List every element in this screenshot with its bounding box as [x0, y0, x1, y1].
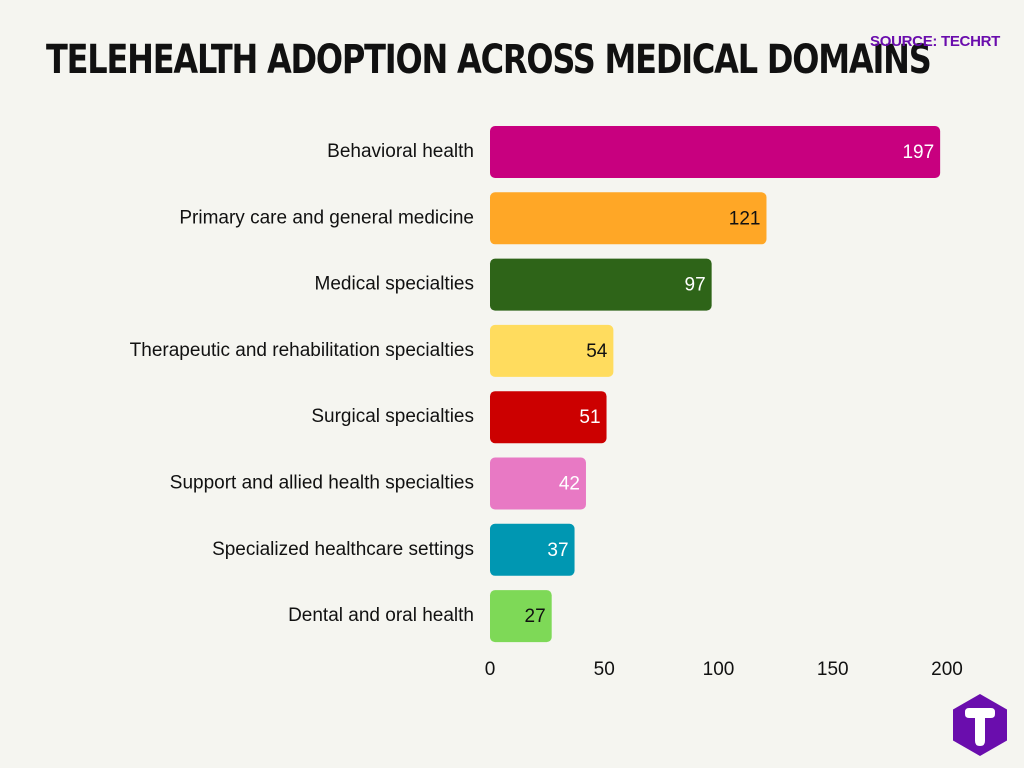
category-label: Behavioral health — [327, 141, 474, 162]
data-label: 121 — [729, 208, 761, 229]
x-tick-label: 150 — [817, 659, 849, 680]
bar — [490, 391, 607, 444]
category-label: Support and allied health specialties — [170, 473, 474, 494]
bar — [490, 523, 575, 576]
category-label: Medical specialties — [315, 274, 474, 295]
data-label: 37 — [547, 540, 568, 561]
category-label: Dental and oral health — [288, 605, 474, 626]
data-label: 197 — [902, 142, 934, 163]
bar — [490, 324, 614, 377]
x-tick-label: 100 — [703, 659, 735, 680]
source-label: SOURCE: TECHRT — [870, 33, 1000, 50]
bar — [490, 590, 552, 643]
bars-group: Behavioral health 197 Primary care and gen… — [130, 126, 941, 643]
bar — [490, 192, 767, 245]
category-label: Specialized healthcare settings — [212, 539, 474, 560]
x-tick-label: 200 — [931, 659, 963, 680]
data-label: 42 — [559, 474, 580, 495]
data-label: 51 — [579, 407, 600, 428]
category-label: Therapeutic and rehabilitation specialti… — [130, 340, 474, 361]
bar — [490, 258, 712, 311]
data-label: 97 — [685, 275, 706, 296]
bar — [490, 126, 941, 178]
category-label: Surgical specialties — [311, 406, 474, 427]
x-tick-label: 50 — [594, 659, 615, 680]
x-axis: 0 50 100 150 200 — [485, 659, 963, 680]
data-label: 27 — [525, 606, 546, 627]
logo-letter-t — [965, 708, 995, 746]
category-label: Primary care and general medicine — [179, 207, 474, 228]
page-title: TELEHEALTH ADOPTION ACROSS MEDICAL DOMAI… — [46, 37, 932, 83]
bar — [490, 457, 586, 510]
techrt-logo-icon — [953, 694, 1007, 756]
x-tick-label: 0 — [485, 659, 496, 680]
data-label: 54 — [586, 341, 608, 362]
